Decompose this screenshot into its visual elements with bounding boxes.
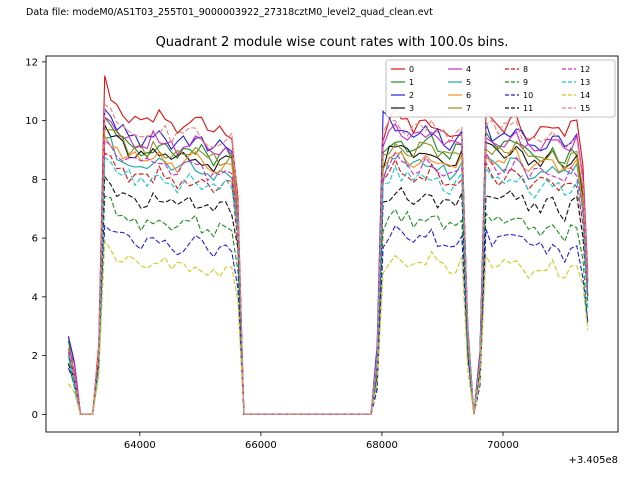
y-tick-label: 2 xyxy=(32,351,38,362)
legend-label-13: 13 xyxy=(580,78,590,87)
legend-label-6: 6 xyxy=(466,91,471,100)
y-tick-label: 8 xyxy=(32,175,38,186)
legend-label-9: 9 xyxy=(523,78,528,87)
series-line-1 xyxy=(67,115,589,415)
series-line-7 xyxy=(67,128,589,415)
x-axis-offset-label: +3.405e8 xyxy=(568,455,618,466)
series-line-9 xyxy=(67,195,589,415)
legend-box xyxy=(385,59,616,118)
legend-label-10: 10 xyxy=(523,91,533,100)
series-line-8 xyxy=(67,152,589,415)
y-tick-label: 4 xyxy=(32,292,38,303)
y-tick-label: 0 xyxy=(32,410,38,421)
y-tick-label: 6 xyxy=(32,234,38,245)
series-line-15 xyxy=(67,103,589,415)
y-tick-label: 12 xyxy=(25,57,38,68)
series-line-6 xyxy=(67,133,589,415)
x-tick-label: 66000 xyxy=(245,440,277,451)
chart-title: Quadrant 2 module wise count rates with … xyxy=(156,35,509,50)
legend-label-12: 12 xyxy=(580,65,590,74)
legend-label-0: 0 xyxy=(409,65,414,74)
x-tick-label: 68000 xyxy=(366,440,398,451)
x-tick-label: 64000 xyxy=(124,440,156,451)
legend-label-8: 8 xyxy=(523,65,528,74)
series-line-10 xyxy=(67,224,589,415)
series-line-0 xyxy=(67,75,589,415)
series-line-12 xyxy=(67,138,589,415)
legend-label-15: 15 xyxy=(580,104,590,113)
legend-label-2: 2 xyxy=(409,91,414,100)
plot-area xyxy=(45,55,619,433)
legend-label-1: 1 xyxy=(409,78,414,87)
legend-label-5: 5 xyxy=(466,78,471,87)
data-file-label: Data file: modeM0/AS1T03_255T01_90000039… xyxy=(26,7,433,18)
series-line-11 xyxy=(67,175,589,415)
legend-label-14: 14 xyxy=(580,91,590,100)
series-line-5 xyxy=(67,137,589,415)
y-tick-label: 10 xyxy=(25,116,38,127)
series-line-14 xyxy=(67,239,589,415)
legend-label-4: 4 xyxy=(466,65,471,74)
legend-label-11: 11 xyxy=(523,104,533,113)
x-tick-label: 70000 xyxy=(487,440,519,451)
legend-label-7: 7 xyxy=(466,104,471,113)
series-line-4 xyxy=(67,116,589,415)
series-line-13 xyxy=(67,156,589,415)
legend-label-3: 3 xyxy=(409,104,414,113)
